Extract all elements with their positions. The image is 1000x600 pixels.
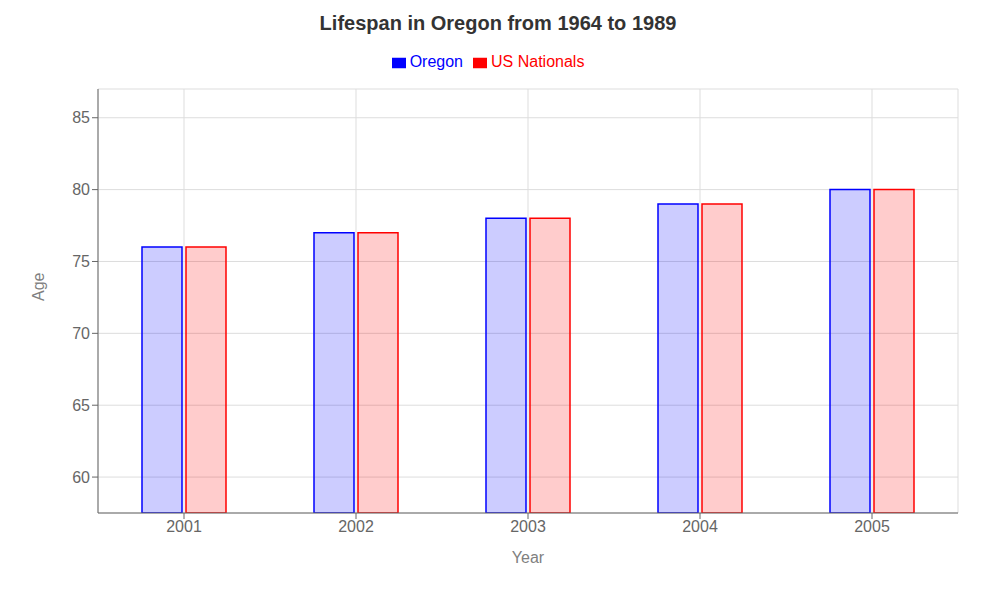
html-text:Oregon: Oregon <box>409 53 463 70</box>
html-text:US Nationals: US Nationals <box>491 53 585 70</box>
html-text:Lifespan in Oregon from 1964 t: Lifespan in Oregon from 1964 to 1989 <box>319 12 677 34</box>
svg-text:2004: 2004 <box>682 518 718 535</box>
svg-text:70: 70 <box>72 325 90 342</box>
svg-text:Age: Age <box>30 272 47 301</box>
svg-text:Year: Year <box>512 549 545 566</box>
svg-text:2003: 2003 <box>510 518 546 535</box>
svg-text:85: 85 <box>72 109 90 126</box>
svg-text:65: 65 <box>72 397 90 414</box>
svg-text:80: 80 <box>72 181 90 198</box>
svg-text:60: 60 <box>72 469 90 486</box>
svg-text:75: 75 <box>72 253 90 270</box>
svg-text:2002: 2002 <box>338 518 374 535</box>
svg-text:2001: 2001 <box>166 518 202 535</box>
svg-text:2005: 2005 <box>854 518 890 535</box>
